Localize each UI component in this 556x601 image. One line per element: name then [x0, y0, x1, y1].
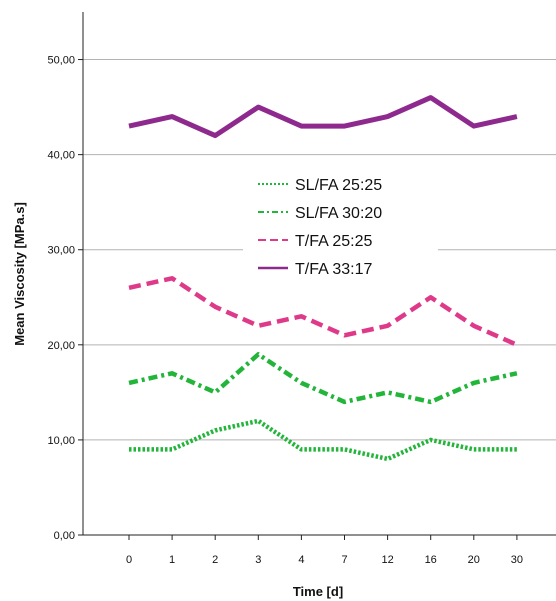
x-tick-label: 16 [425, 554, 437, 566]
x-tick-label: 20 [468, 554, 480, 566]
x-tick-label: 30 [511, 554, 523, 566]
series-line-4 [128, 95, 518, 139]
y-tick-label: 30,00 [47, 245, 75, 257]
y-tick-label: 40,00 [47, 150, 75, 162]
legend: SL/FA 25:25 SL/FA 30:20 T/FA 25:25 T/FA 33:… [243, 163, 438, 285]
legend-label: T/FA 33:17 [295, 261, 372, 278]
x-tick-label: 2 [212, 554, 218, 566]
series-lines [128, 95, 518, 462]
x-axis-title: Time [d] [293, 584, 343, 599]
y-tick-label: 10,00 [47, 435, 75, 447]
x-tick-label: 1 [169, 554, 175, 566]
legend-label: SL/FA 25:25 [295, 177, 382, 194]
y-axis-title: Mean Viscosity [MPa.s] [12, 202, 27, 346]
x-tick-label: 0 [126, 554, 132, 566]
series-line-1 [129, 418, 517, 462]
x-tick-label: 12 [381, 554, 393, 566]
x-tick-label: 4 [298, 554, 304, 566]
x-tick-label: 7 [341, 554, 347, 566]
y-tick-label: 0,00 [54, 530, 75, 542]
legend-label: T/FA 25:25 [295, 233, 372, 250]
x-tick-label: 3 [255, 554, 261, 566]
series-line-2 [128, 352, 518, 405]
legend-label: SL/FA 30:20 [295, 205, 382, 222]
y-tick-label: 50,00 [47, 55, 75, 67]
y-tick-label: 20,00 [47, 340, 75, 352]
